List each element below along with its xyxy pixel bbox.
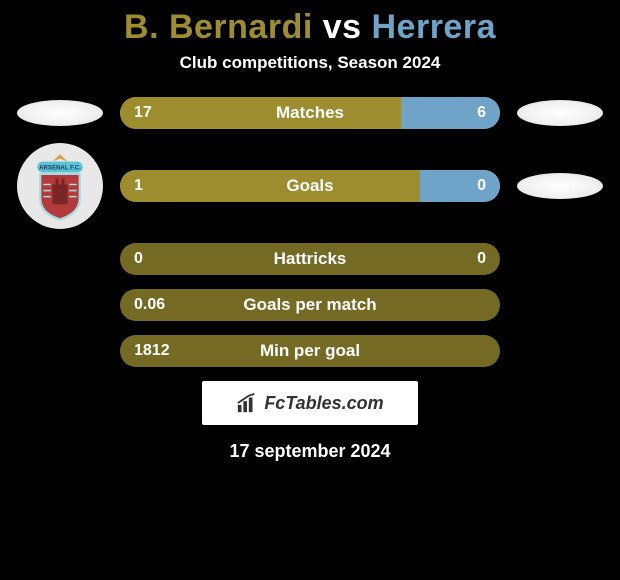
bar-segment-right [420, 170, 500, 202]
stat-value-right: 0 [477, 250, 486, 268]
bar-segment-left [120, 97, 401, 129]
stat-row: Min per goal 1812 [0, 335, 620, 367]
stat-label: Hattricks [274, 249, 347, 269]
stat-row: Hattricks 0 0 [0, 243, 620, 275]
page-title: B. Bernardi vs Herrera [0, 0, 620, 53]
right-slot [500, 100, 620, 126]
left-slot [0, 100, 120, 126]
title-player-right: Herrera [372, 8, 496, 46]
stat-row: Goals per match 0.06 [0, 289, 620, 321]
placeholder-ellipse [17, 100, 103, 126]
stat-row: Matches 17 6 [0, 97, 620, 129]
stat-label: Goals [286, 176, 333, 196]
brand-logo[interactable]: FcTables.com [202, 381, 418, 425]
stat-value-left: 17 [134, 104, 152, 122]
subtitle: Club competitions, Season 2024 [0, 53, 620, 97]
stat-label: Matches [276, 103, 344, 123]
right-slot [500, 173, 620, 199]
left-slot: ARSENAL F.C. [0, 143, 120, 229]
stat-row: ARSENAL F.C. Goals 1 0 [0, 143, 620, 229]
stat-label: Goals per match [243, 295, 376, 315]
placeholder-ellipse [517, 173, 603, 199]
stat-bar: Hattricks 0 0 [120, 243, 500, 275]
stat-value-left: 1812 [134, 342, 170, 360]
stat-bar: Matches 17 6 [120, 97, 500, 129]
snapshot-date: 17 september 2024 [0, 441, 620, 462]
placeholder-ellipse [517, 100, 603, 126]
bars-section: Matches176 ARSENAL F.C. Goals10Hattricks… [0, 97, 620, 367]
stat-label: Min per goal [260, 341, 360, 361]
stat-value-left: 0 [134, 250, 143, 268]
title-player-left: B. Bernardi [124, 8, 313, 46]
chart-icon [236, 392, 258, 414]
comparison-card: B. Bernardi vs Herrera Club competitions… [0, 0, 620, 462]
bar-segment-left [120, 170, 420, 202]
stat-value-left: 0.06 [134, 296, 165, 314]
svg-text:ARSENAL F.C.: ARSENAL F.C. [39, 164, 81, 171]
stat-value-right: 0 [477, 177, 486, 195]
stat-bar: Min per goal 1812 [120, 335, 500, 367]
stat-value-left: 1 [134, 177, 143, 195]
title-vs: vs [313, 8, 372, 46]
stat-bar: Goals per match 0.06 [120, 289, 500, 321]
brand-text: FcTables.com [264, 393, 383, 414]
stat-value-right: 6 [477, 104, 486, 122]
arsenal-fc-badge: ARSENAL F.C. [17, 143, 103, 229]
stat-bar: Goals 1 0 [120, 170, 500, 202]
